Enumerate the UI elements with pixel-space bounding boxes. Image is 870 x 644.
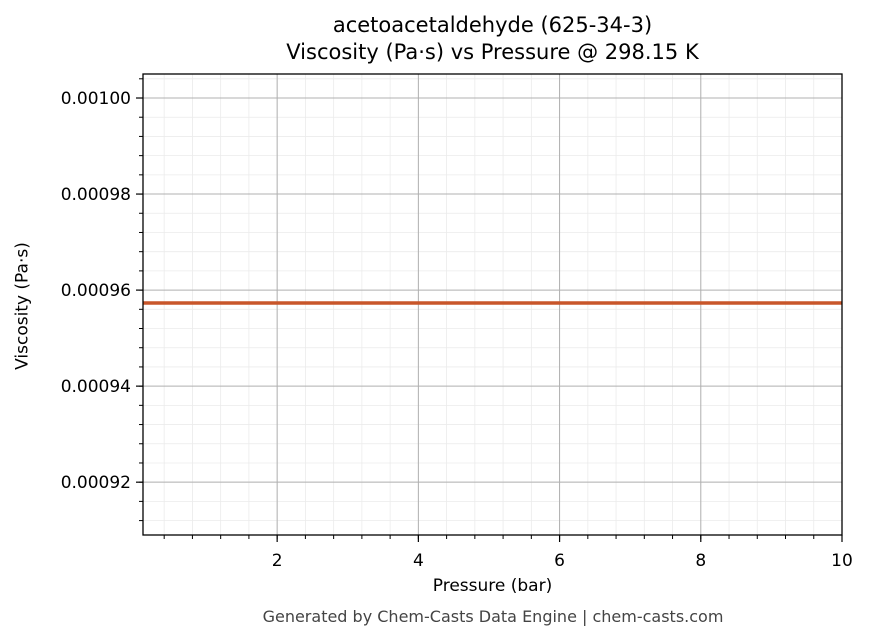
axis-ticks (136, 78, 843, 542)
y-tick-label: 0.00098 (61, 185, 131, 205)
chart-subtitle: Viscosity (Pa·s) vs Pressure @ 298.15 K (286, 40, 699, 64)
y-axis-label: Viscosity (Pa·s) (12, 242, 33, 370)
plot-frame (142, 73, 843, 536)
x-axis-label: Pressure (bar) (432, 576, 553, 596)
x-tick-label: 8 (695, 551, 706, 571)
x-tick-labels: 2 4 6 8 10 (272, 551, 853, 571)
x-tick-label: 4 (413, 551, 424, 571)
y-tick-label: 0.00094 (61, 377, 131, 397)
x-tick-label: 10 (831, 551, 853, 571)
y-tick-label: 0.00092 (61, 473, 131, 493)
chart-title: acetoacetaldehyde (625-34-3) (332, 13, 653, 37)
y-tick-labels: 0.00092 0.00094 0.00096 0.00098 0.00100 (61, 89, 131, 493)
x-tick-label: 6 (554, 551, 565, 571)
y-tick-label: 0.00100 (61, 89, 131, 109)
x-tick-label: 2 (272, 551, 283, 571)
footer-credit: Generated by Chem-Casts Data Engine | ch… (262, 607, 724, 626)
y-tick-label: 0.00096 (61, 281, 131, 301)
